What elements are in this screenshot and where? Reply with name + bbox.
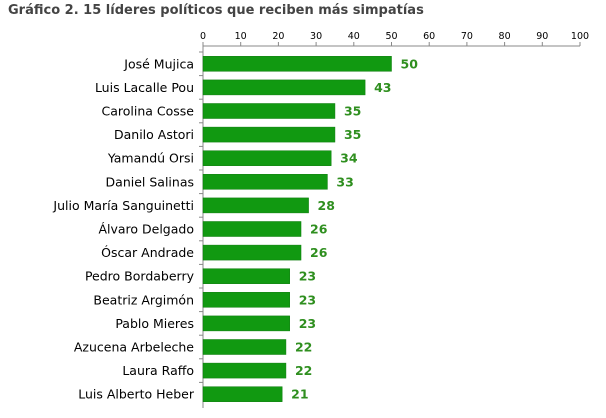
data-label: 35 [344, 127, 361, 142]
chart-title: Gráfico 2. 15 líderes políticos que reci… [8, 3, 424, 18]
category-label: Álvaro Delgado [98, 222, 194, 237]
data-label: 23 [299, 269, 316, 284]
x-tick-label: 40 [348, 31, 360, 42]
bar [202, 362, 287, 379]
bar [202, 315, 290, 332]
bar [202, 268, 290, 284]
category-label: Danilo Astori [114, 127, 194, 142]
data-label: 26 [310, 245, 328, 260]
bar [202, 126, 336, 143]
data-label: 33 [336, 174, 353, 189]
x-tick-label: 10 [235, 31, 247, 42]
category-label: Pablo Mieres [115, 316, 194, 331]
category-label: José Mujica [123, 56, 194, 71]
category-label: Pedro Bordaberry [85, 269, 195, 284]
x-tick-label: 0 [200, 31, 206, 42]
data-label: 35 [344, 104, 361, 119]
bar [202, 174, 328, 190]
bar [202, 79, 366, 96]
category-label: Óscar Andrade [101, 245, 194, 260]
data-label: 22 [295, 340, 312, 355]
data-label: 26 [310, 222, 328, 237]
x-tick-label: 30 [310, 31, 322, 42]
bar [202, 103, 336, 119]
data-label: 21 [291, 387, 308, 402]
x-tick-label: 70 [461, 31, 473, 42]
x-tick-label: 100 [571, 31, 589, 42]
x-tick-label: 60 [423, 31, 435, 42]
data-label: 23 [299, 292, 316, 307]
data-label: 43 [374, 80, 391, 95]
data-label: 50 [401, 56, 419, 71]
bar [202, 386, 283, 402]
category-label: Julio María Sanguinetti [52, 198, 194, 213]
category-label: Yamandú Orsi [107, 151, 194, 166]
bar [202, 197, 309, 214]
data-label: 34 [340, 151, 358, 166]
bar [202, 221, 302, 237]
bar [202, 56, 392, 72]
data-label: 28 [318, 198, 335, 213]
bar [202, 150, 332, 166]
data-label: 23 [299, 316, 316, 331]
category-label: Daniel Salinas [106, 174, 194, 189]
category-label: Azucena Arbeleche [74, 340, 194, 355]
category-label: Luis Alberto Heber [78, 387, 195, 402]
bar [202, 292, 290, 308]
x-tick-label: 20 [272, 31, 284, 42]
x-tick-label: 90 [536, 31, 548, 42]
data-label: 22 [295, 363, 312, 378]
category-label: Carolina Cosse [102, 104, 195, 119]
category-label: Laura Raffo [122, 363, 194, 378]
bar [202, 244, 302, 261]
x-tick-label: 50 [385, 31, 397, 42]
category-label: Luis Lacalle Pou [95, 80, 194, 95]
category-label: Beatriz Argimón [93, 292, 194, 307]
x-tick-label: 80 [499, 31, 511, 42]
bar [202, 339, 287, 355]
